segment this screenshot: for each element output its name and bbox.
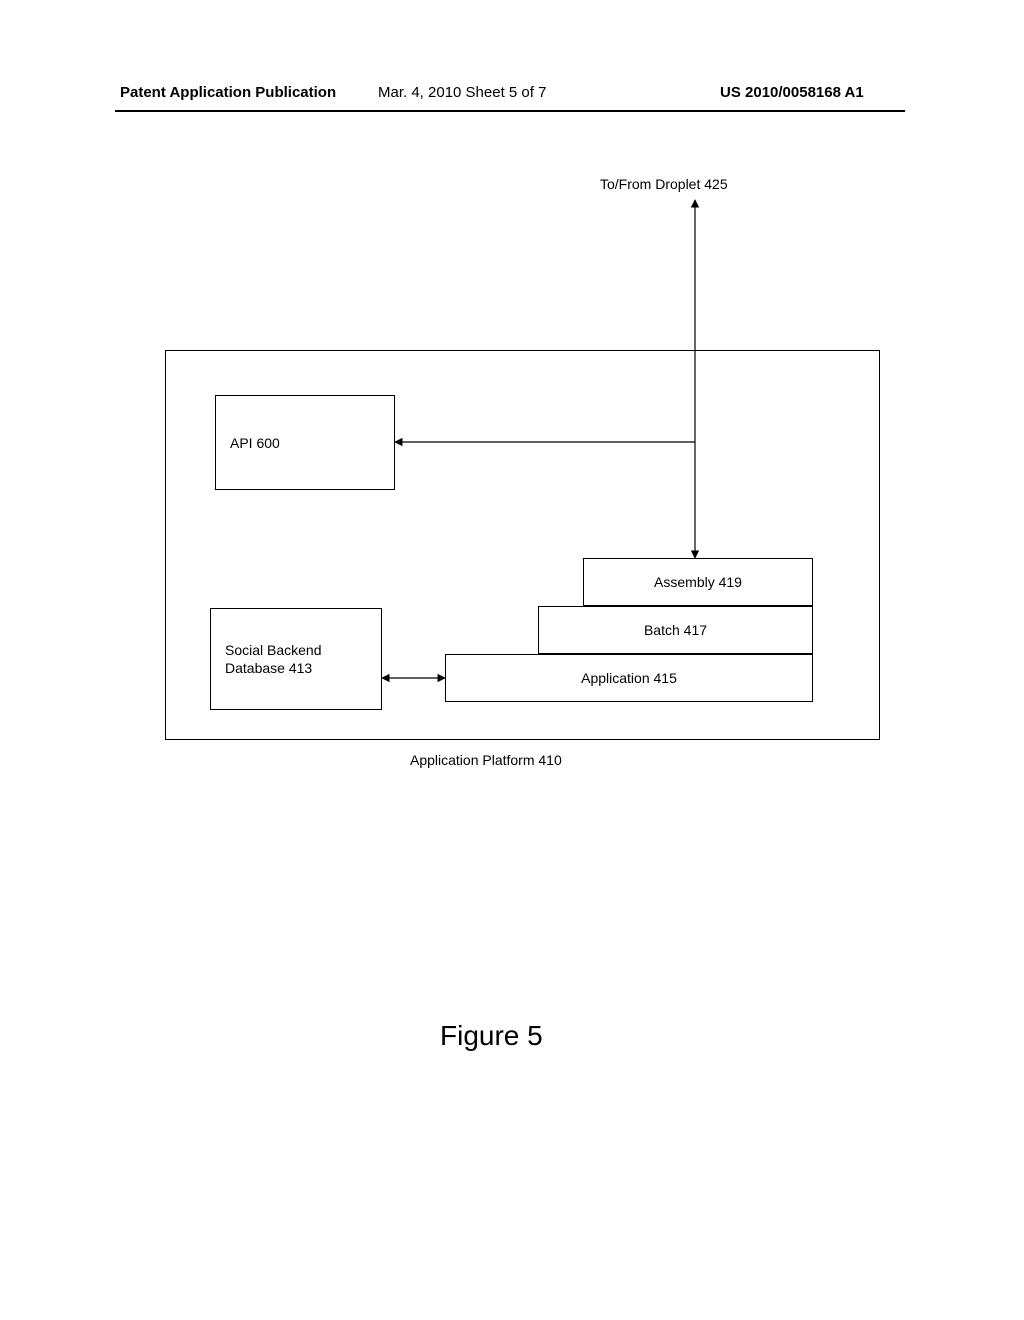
batch-box-label: Batch 417 [644,622,707,638]
application-box-label: Application 415 [581,670,677,686]
assembly-box-label: Assembly 419 [654,574,742,590]
droplet-label: To/From Droplet 425 [600,176,728,192]
assembly-box: Assembly 419 [583,558,813,606]
api-box: API 600 [215,395,395,490]
platform-caption: Application Platform 410 [410,752,562,768]
header-right: US 2010/0058168 A1 [720,84,864,101]
social-db-box: Social Backend Database 413 [210,608,382,710]
application-box: Application 415 [445,654,813,702]
header-rule [115,110,905,112]
header-center: Mar. 4, 2010 Sheet 5 of 7 [378,84,546,101]
social-db-box-label: Social Backend Database 413 [225,641,322,677]
figure-caption: Figure 5 [440,1020,543,1052]
api-box-label: API 600 [230,435,280,451]
page: Patent Application Publication Mar. 4, 2… [0,0,1024,1320]
header-left: Patent Application Publication [120,84,336,101]
batch-box: Batch 417 [538,606,813,654]
